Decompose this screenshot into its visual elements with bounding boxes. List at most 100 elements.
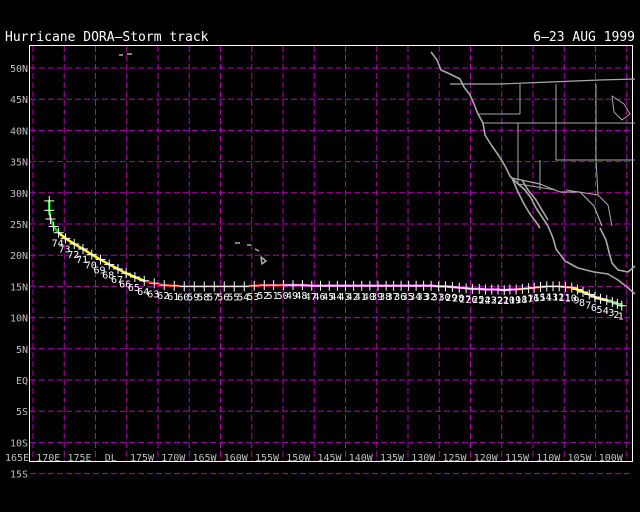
advisory-number-label: 30 — [438, 292, 450, 303]
track-position-marker — [53, 227, 64, 238]
track-segment — [90, 253, 102, 261]
track-position-marker — [578, 287, 588, 298]
track-position-marker — [297, 280, 308, 291]
track-position-marker — [595, 293, 606, 304]
advisory-number-label: 32 — [424, 292, 436, 303]
advisory-number-label: 10 — [565, 294, 577, 305]
longitude-label: 110W — [536, 453, 561, 464]
track-position-marker — [209, 281, 220, 292]
longitude-label: 170E — [36, 453, 60, 464]
advisory-number-label: 73 — [58, 244, 70, 255]
advisory-number-label: 38 — [379, 292, 391, 303]
track-position-marker — [78, 243, 88, 254]
longitude-label: 155W — [255, 453, 280, 464]
longitude-label: 175E — [67, 453, 91, 464]
longitude-label: 125W — [442, 453, 467, 464]
track-segment — [108, 263, 120, 271]
track-position-marker — [121, 268, 132, 279]
advisory-number-label: 69 — [93, 266, 105, 277]
advisory-number-label: 13 — [546, 292, 558, 303]
track-position-marker — [433, 281, 444, 292]
track-position-marker — [467, 283, 478, 294]
advisory-number-label: 34 — [409, 292, 421, 303]
track-position-marker — [447, 282, 458, 293]
track-position-marker — [306, 280, 317, 291]
latitude-label: 10N — [10, 314, 28, 325]
advisory-number-label: 70 — [85, 261, 97, 272]
advisory-number-label: 64 — [137, 287, 149, 298]
advisory-number-label: 31 — [432, 292, 444, 303]
track-segment — [73, 242, 85, 251]
advisory-number-label: 57 — [207, 292, 219, 303]
track-segment — [64, 237, 76, 246]
track-position-marker — [48, 221, 59, 232]
track-position-marker — [461, 283, 472, 294]
advisory-number-label: 66 — [119, 279, 131, 290]
track-position-marker — [44, 195, 55, 206]
track-position-marker — [607, 297, 618, 307]
track-position-marker — [566, 282, 577, 293]
longitude-label: DL — [105, 453, 117, 464]
map-title: Hurricane DORA–Storm track — [5, 30, 209, 45]
track-position-marker — [535, 282, 546, 293]
track-position-marker — [560, 282, 571, 293]
track-position-marker — [278, 280, 289, 291]
state-borders — [478, 84, 635, 227]
advisory-number-label: 56 — [217, 292, 229, 303]
track-position-marker — [229, 281, 240, 292]
midway-islets — [119, 53, 132, 56]
latitude-label: 20N — [10, 251, 28, 262]
longitude-label: 105W — [567, 453, 592, 464]
advisory-number-label: 37 — [387, 292, 399, 303]
track-position-marker — [129, 272, 140, 283]
advisory-number-label: 33 — [417, 292, 429, 303]
track-position-marker — [179, 281, 190, 292]
track-position-marker — [612, 298, 623, 309]
advisory-number-label: 52 — [257, 291, 269, 302]
track-position-marker — [104, 259, 115, 270]
longitude-label: 115W — [505, 453, 530, 464]
track-segment — [49, 217, 55, 228]
advisory-number-label: 51 — [267, 291, 279, 302]
advisory-number-label: 45 — [322, 292, 334, 303]
advisory-number-label: 26 — [465, 295, 477, 306]
longitude-label: 145W — [317, 453, 342, 464]
track-position-marker — [159, 280, 170, 291]
track-segment — [57, 231, 67, 240]
track-position-marker — [324, 280, 335, 291]
track-segment — [52, 225, 60, 234]
track-position-marker — [541, 281, 552, 292]
advisory-number-label: 23 — [485, 296, 497, 307]
latitude-label: 10S — [10, 438, 28, 449]
longitude-label: 165W — [192, 453, 217, 464]
advisory-number-label: 14 — [540, 292, 552, 303]
track-position-marker — [268, 280, 279, 291]
longitude-label: 135W — [380, 453, 405, 464]
land-outlines — [119, 51, 636, 295]
advisory-number-label: 39 — [371, 292, 383, 303]
advisory-number-label: 46 — [313, 292, 325, 303]
advisory-number-label: 21 — [497, 296, 509, 307]
track-position-marker — [584, 289, 595, 300]
advisory-number-label: 60 — [177, 292, 189, 303]
advisory-number-label: 54 — [237, 292, 249, 303]
advisory-number-label: 20 — [503, 296, 515, 307]
latitude-label: 40N — [10, 126, 28, 137]
advisory-number-label: 74 — [52, 239, 64, 250]
track-position-marker — [589, 292, 600, 303]
latitude-label: 45N — [10, 95, 28, 106]
longitude-label: 120W — [474, 453, 499, 464]
latitude-labels: 50N 45N 40N 35N 30N 25N 20N 15N 10N 5N EQ 5S 10S 15S — [10, 64, 28, 481]
advisory-number-label: 40 — [363, 292, 375, 303]
advisory-number-label: 17 — [522, 294, 534, 305]
advisory-number-label: 5 — [596, 305, 602, 316]
track-position-marker — [69, 238, 80, 249]
advisory-number-label: 29 — [445, 293, 457, 304]
track-position-marker — [44, 205, 55, 216]
advisory-number-label: 7 — [585, 301, 591, 312]
track-position-marker — [139, 275, 150, 286]
latitude-label: 5N — [16, 345, 28, 356]
advisory-number-label: 47 — [305, 292, 317, 303]
advisory-number-label: 4 — [603, 306, 609, 317]
advisory-number-label: 8 — [579, 298, 585, 309]
